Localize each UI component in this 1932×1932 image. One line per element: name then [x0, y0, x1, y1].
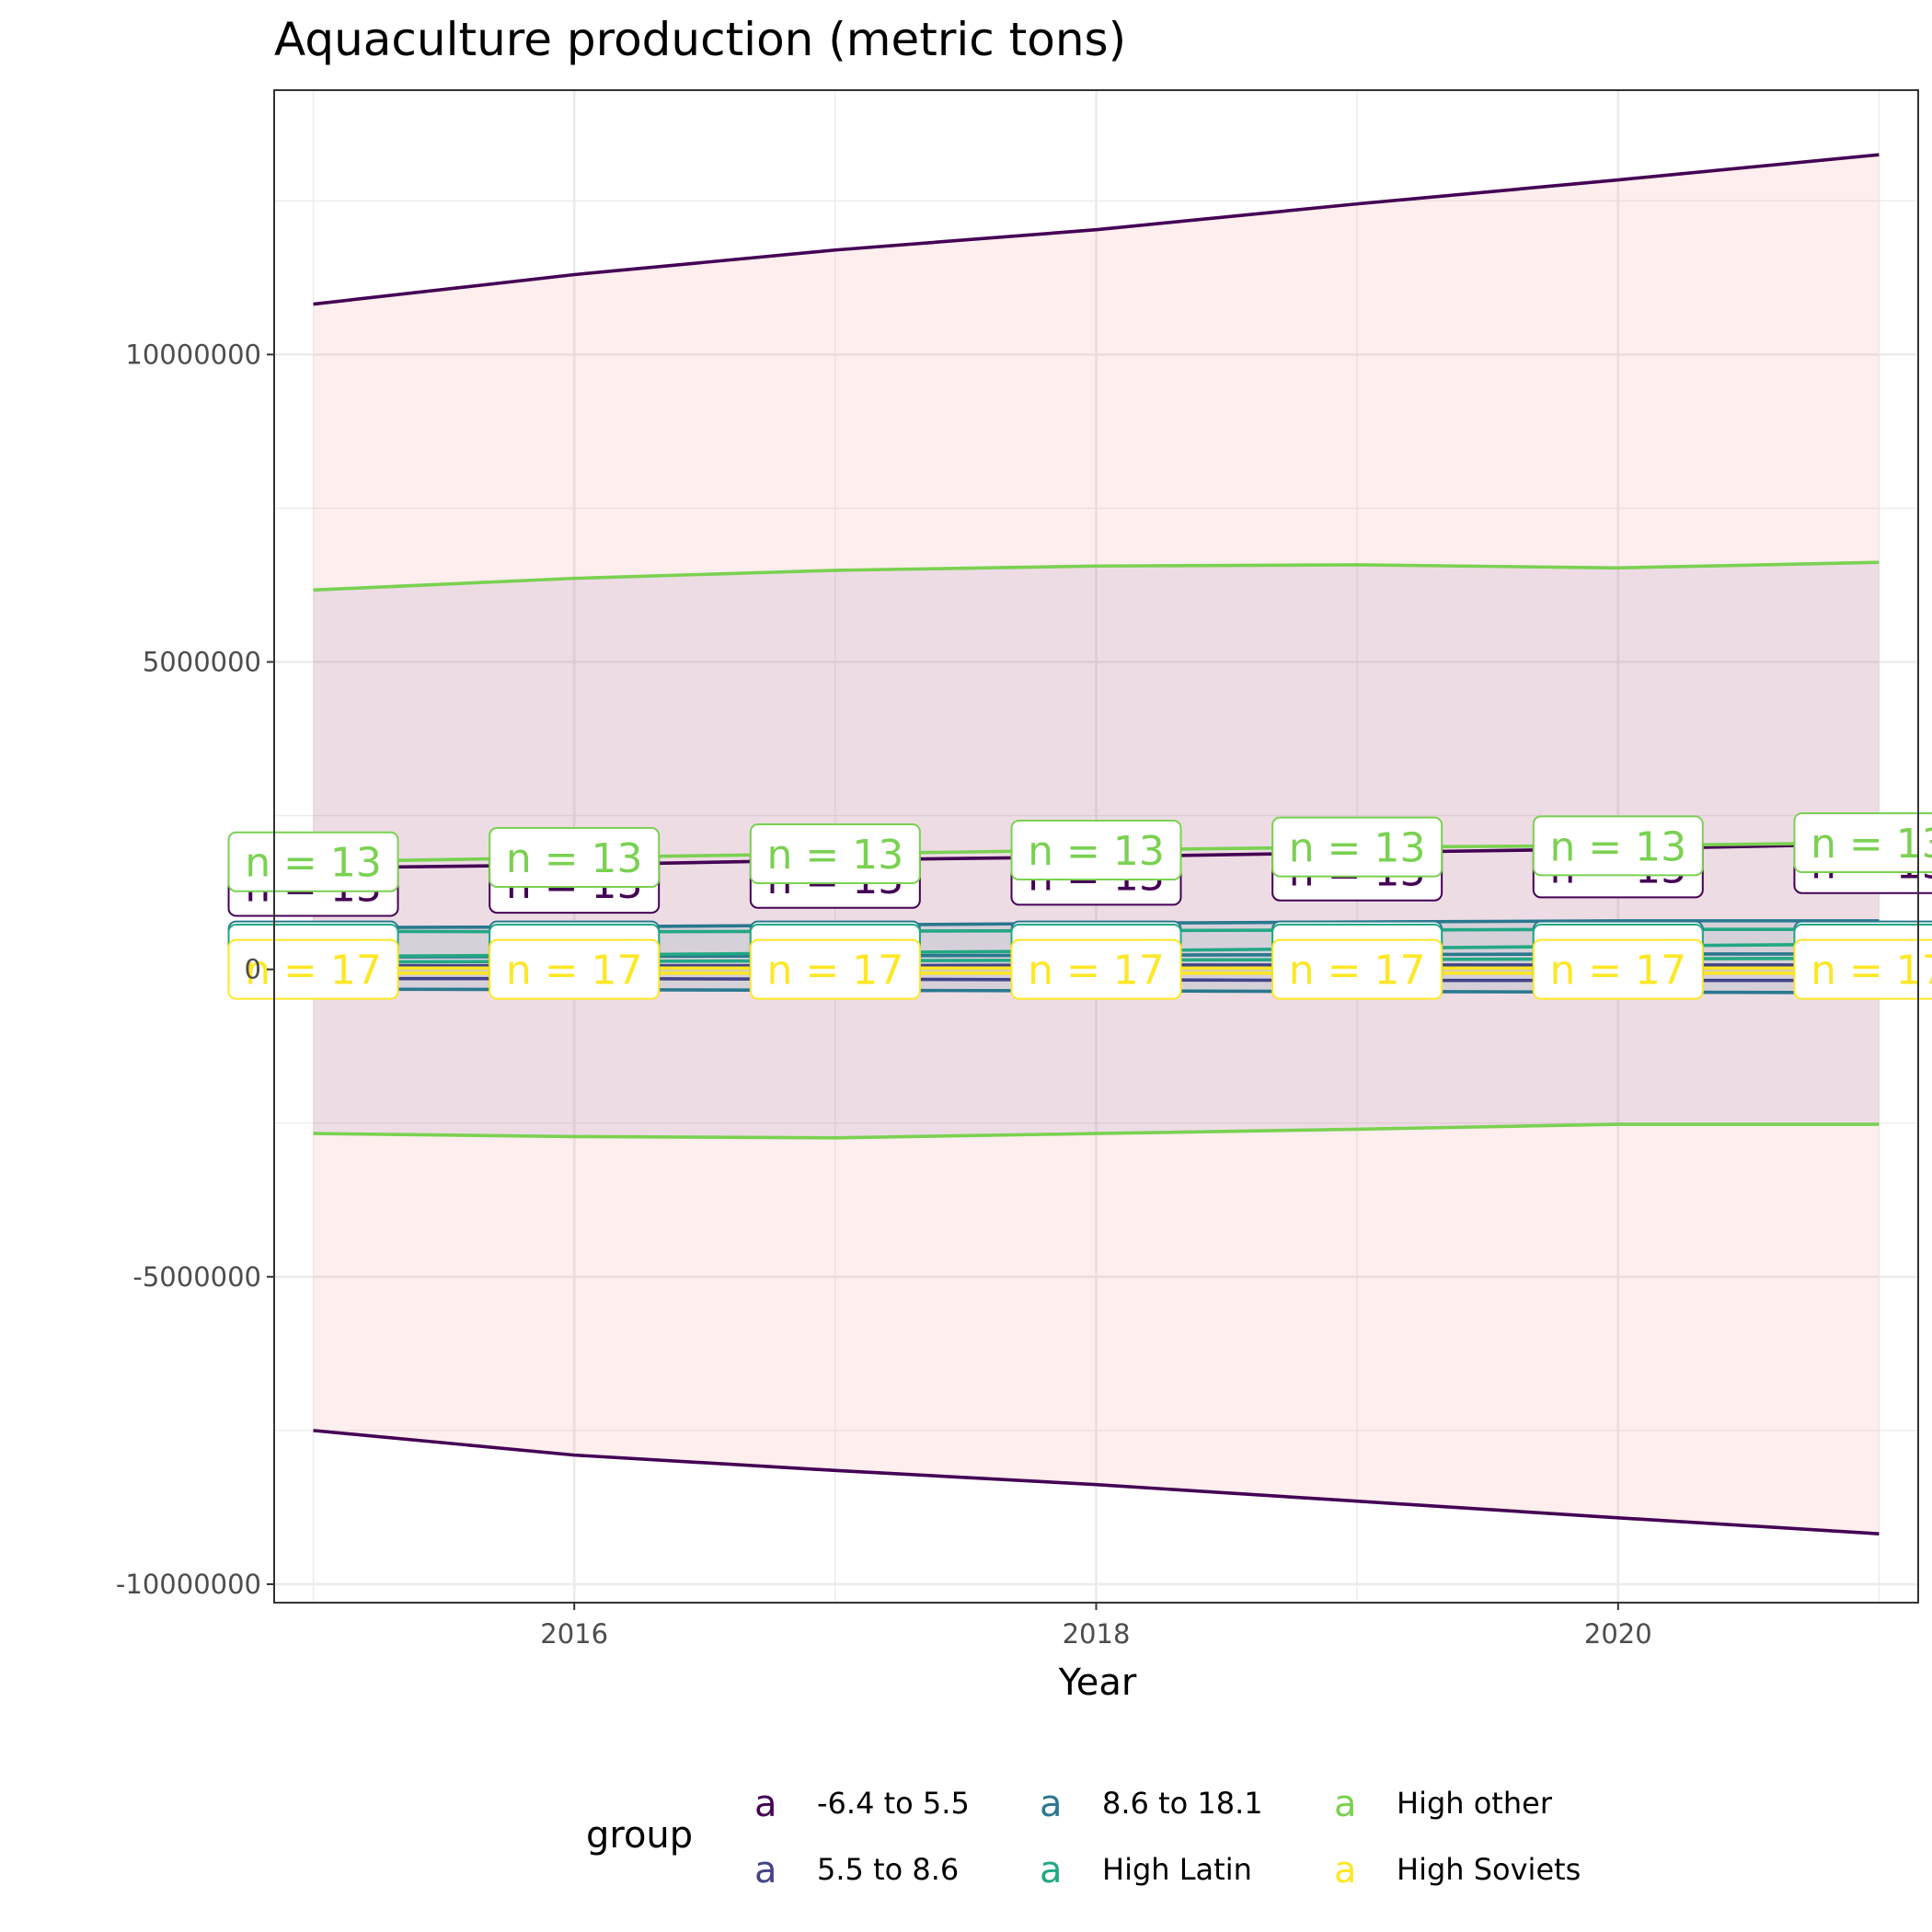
legend-label: High Soviets [1397, 1852, 1581, 1887]
legend-key: a [1334, 1783, 1357, 1825]
n-label-box [1271, 938, 1443, 1000]
n-label-box [227, 831, 399, 892]
chart-title: Aquaculture production (metric tons) [274, 13, 1126, 66]
n-label-text: n = 17 [1289, 948, 1426, 995]
x-axis-title: Year [1058, 1662, 1137, 1704]
n-label: n = 13 [1271, 816, 1443, 878]
n-label-text: n = 13 [766, 832, 903, 879]
n-label: n = 17 [1010, 938, 1182, 1000]
n-label-text: n = 17 [1811, 948, 1932, 995]
series-line [313, 1122, 1880, 1140]
n-label-box [749, 823, 921, 885]
legend-label: High other [1397, 1786, 1553, 1821]
n-label-box [489, 827, 661, 889]
legend-key: a [1334, 1849, 1357, 1892]
y-tick-label: 5000000 [143, 647, 261, 678]
n-label-box [1010, 820, 1182, 881]
label-layer: n = 13 n = 13 n = 13 n = 13 n = 13 n = 13 n = … [227, 811, 1932, 1000]
n-label-box [1532, 815, 1704, 877]
n-label-box [1793, 938, 1932, 1000]
n-label-text: n = 13 [245, 840, 382, 887]
n-label-box [1271, 816, 1443, 878]
n-label: n = 17 [749, 938, 921, 1000]
y-tick-label: 10000000 [125, 339, 261, 370]
n-label-box [1532, 938, 1704, 1000]
series-line [313, 560, 1880, 592]
n-label: n = 17 [1793, 938, 1932, 1000]
x-tick-label: 2016 [540, 1618, 608, 1650]
n-label-box [1793, 811, 1932, 873]
legend-key: a [1040, 1783, 1063, 1825]
n-label-text: n = 13 [1811, 821, 1932, 868]
x-tick-label: 2020 [1584, 1618, 1652, 1650]
y-tick-label: -10000000 [116, 1569, 261, 1600]
n-label-text: n = 17 [1549, 948, 1686, 995]
legend-label: 8.6 to 18.1 [1102, 1786, 1263, 1821]
y-axis: 10000000 5000000 0 -5000000 -10000000 [116, 339, 274, 1600]
n-label-text: n = 17 [1028, 948, 1165, 995]
n-label: n = 13 [749, 823, 921, 885]
x-axis: 2016 2018 2020 [540, 1603, 1652, 1650]
n-label: n = 13 [489, 827, 661, 889]
legend-title: group [586, 1814, 693, 1857]
legend-key: a [754, 1849, 777, 1892]
n-label-text: n = 13 [1289, 825, 1426, 872]
n-label-text: n = 13 [506, 835, 643, 882]
legend: group a -6.4 to 5.5 a 5.5 to 8.6 a 8.6 to 18.… [586, 1783, 1581, 1892]
n-label: n = 17 [1271, 938, 1443, 1000]
x-tick-label: 2018 [1063, 1618, 1131, 1650]
n-label-text: n = 13 [1549, 823, 1686, 870]
n-label: n = 17 [489, 938, 661, 1000]
y-tick-label: 0 [245, 954, 261, 985]
n-label: n = 17 [1532, 938, 1704, 1000]
n-label-text: n = 17 [506, 948, 643, 995]
n-label: n = 13 [1532, 815, 1704, 877]
y-tick-label: -5000000 [132, 1261, 261, 1293]
n-label-text: n = 17 [766, 948, 903, 995]
legend-label: 5.5 to 8.6 [817, 1852, 959, 1887]
n-label-box [489, 938, 661, 1000]
legend-key: a [1040, 1849, 1063, 1892]
n-label: n = 13 [227, 831, 399, 892]
n-label-box [749, 938, 921, 1000]
legend-label: High Latin [1102, 1852, 1252, 1887]
n-label-box [227, 938, 399, 1000]
series-line [313, 1429, 1880, 1535]
n-label-text: n = 13 [1028, 828, 1165, 875]
n-label-box [1010, 938, 1182, 1000]
n-label-text: n = 17 [245, 948, 382, 995]
n-label: n = 13 [1010, 820, 1182, 881]
legend-key: a [754, 1783, 777, 1825]
n-label: n = 13 [1793, 811, 1932, 873]
legend-label: -6.4 to 5.5 [817, 1786, 970, 1821]
series-line [313, 153, 1880, 306]
n-label: n = 17 [227, 938, 399, 1000]
